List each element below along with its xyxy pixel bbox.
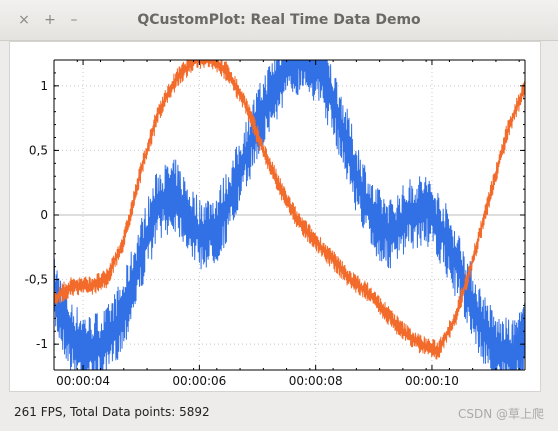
maximize-icon[interactable]: + [44,12,56,28]
x-tick-label: 00:00:06 [172,374,226,388]
plot-widget[interactable]: 00:00:04 00:00:06 00:00:08 00:00:10 -1 -0,5 0 0… [9,41,541,392]
window-title: QCustomPlot: Real Time Data Demo [137,12,421,28]
y-tick-label: 1 [40,79,48,93]
y-tick-label: 0 [40,208,48,222]
minimize-icon[interactable]: – [70,12,78,28]
close-icon[interactable]: × [18,12,30,28]
watermark: CSDN @草上爬 [457,407,544,421]
series-line-1 [54,60,525,360]
x-tick-label: 00:00:08 [289,374,343,388]
series-line-0 [54,60,525,370]
status-bar-text: 261 FPS, Total Data points: 5892 [14,405,210,419]
y-tick-label: 0,5 [29,143,48,157]
y-tick-label: -0,5 [25,273,48,287]
x-tick-label: 00:00:10 [405,374,459,388]
title-bar: × + – QCustomPlot: Real Time Data Demo [0,0,558,41]
plot-canvas[interactable]: 00:00:04 00:00:06 00:00:08 00:00:10 -1 -0,5 0 0… [10,42,540,391]
y-tick-label: -1 [36,337,48,351]
x-tick-label: 00:00:04 [56,374,110,388]
